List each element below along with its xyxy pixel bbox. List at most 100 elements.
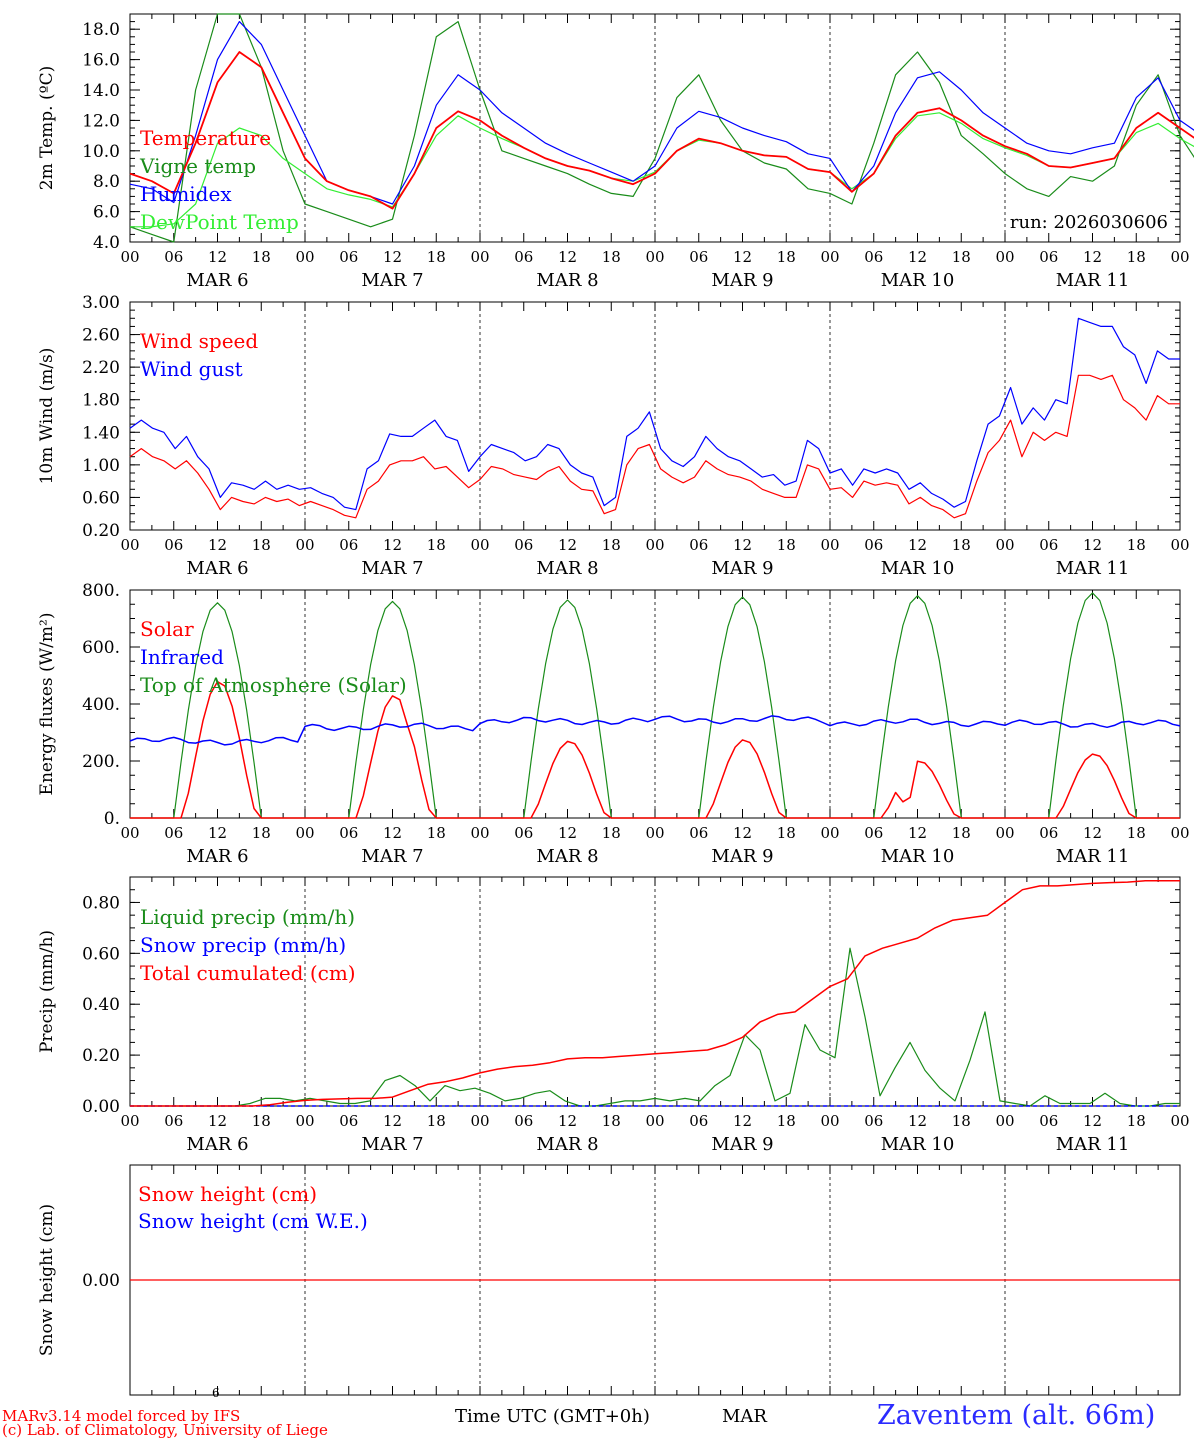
y-axis-label: Snow height (cm) [37, 1204, 57, 1356]
y-tick-label: 0.80 [82, 893, 120, 913]
y-axis-label: 2m Temp. (ºC) [37, 66, 57, 191]
x-tick-label: 06 [164, 536, 183, 554]
x-tick-label: 06 [864, 536, 883, 554]
footer-credit-1: MARv3.14 model forced by IFS [2, 1407, 241, 1425]
x-tick-label: 00 [645, 824, 664, 842]
x-tick-label: 00 [1170, 1112, 1189, 1130]
legend-total-cumulated-cm-: Total cumulated (cm) [140, 961, 356, 985]
x-tick-label: 12 [208, 248, 227, 266]
y-axis-label: 10m Wind (m/s) [37, 348, 57, 485]
x-tick-label: 06 [339, 1112, 358, 1130]
panel-temp: 4.0 6.0 8.0 10.0 12.0 14.0 16.0 18.0 2m Temp. (º… [37, 13, 1194, 291]
x-tick-label: 12 [208, 1112, 227, 1130]
x-day-label: MAR 9 [711, 1134, 773, 1155]
run-annotation: run: 2026030606 [1010, 212, 1168, 233]
x-tick-label: 18 [777, 824, 796, 842]
y-tick-label: 0.40 [82, 995, 120, 1015]
y-tick-label: 12.0 [82, 111, 120, 131]
x-tick-label: 00 [1170, 824, 1189, 842]
x-tick-label: 00 [295, 536, 314, 554]
y-tick-label: 0. [104, 809, 120, 829]
x-tick-label: 18 [252, 824, 271, 842]
x-tick-label: 12 [558, 1112, 577, 1130]
x-tick-label: 18 [1127, 536, 1146, 554]
x-tick-label: 00 [645, 248, 664, 266]
x-day-label: MAR 8 [536, 1134, 598, 1155]
x-day-label: MAR 9 [711, 846, 773, 867]
series-temperature [129, 51, 1194, 210]
x-tick-label: 06 [164, 1112, 183, 1130]
x-day-label: MAR 6 [186, 558, 248, 579]
footer-time-label: Time UTC (GMT+0h) [455, 1406, 650, 1427]
legend-infrared: Infrared [140, 645, 224, 669]
y-tick-label: 8.0 [93, 172, 120, 192]
x-tick-label: 12 [733, 1112, 752, 1130]
legend-temperature: Temperature [140, 126, 271, 150]
x-tick-label: 12 [383, 248, 402, 266]
legend-top-of-atmosphere-solar-: Top of Atmosphere (Solar) [140, 673, 407, 697]
x-tick-label: 18 [952, 536, 971, 554]
x-tick-label: 06 [339, 248, 358, 266]
x-tick-label: 00 [470, 1112, 489, 1130]
x-day-label: MAR 8 [536, 270, 598, 291]
x-tick-label: 06 [1039, 536, 1058, 554]
x-day-label: MAR 6 [186, 270, 248, 291]
y-tick-label: 400. [82, 695, 120, 715]
x-tick-label: 18 [952, 1112, 971, 1130]
x-tick-label: 00 [120, 1112, 139, 1130]
y-tick-label: 10.0 [82, 142, 120, 162]
x-tick-label: 18 [427, 1112, 446, 1130]
x-tick-label: 18 [952, 824, 971, 842]
x-day-label: MAR 11 [1056, 846, 1130, 867]
y-axis-label: Precip (mm/h) [37, 930, 57, 1053]
x-tick-label: 06 [339, 536, 358, 554]
y-tick-label: 6.0 [93, 203, 120, 223]
x-tick-label: 12 [908, 824, 927, 842]
y-axis-label: Energy fluxes (W/m²) [37, 613, 57, 796]
y-tick-label: 600. [82, 638, 120, 658]
x-tick-label: 00 [995, 824, 1014, 842]
series-humidex [129, 21, 1194, 205]
footer-stray-label: 6 [212, 1386, 220, 1400]
x-tick-label: 12 [908, 1112, 927, 1130]
x-tick-label: 00 [120, 824, 139, 842]
x-tick-label: 12 [383, 536, 402, 554]
x-tick-label: 00 [995, 248, 1014, 266]
y-tick-label: 1.00 [82, 456, 120, 476]
x-tick-label: 18 [1127, 1112, 1146, 1130]
y-tick-label: 1.80 [82, 391, 120, 411]
legend-dewpoint-temp: DewPoint Temp [140, 210, 299, 234]
series-wind-gust [129, 317, 1180, 511]
x-tick-label: 00 [995, 1112, 1014, 1130]
x-day-label: MAR 7 [361, 558, 423, 579]
x-day-label: MAR 6 [186, 1134, 248, 1155]
x-tick-label: 18 [602, 536, 621, 554]
y-tick-label: 200. [82, 752, 120, 772]
x-tick-label: 18 [252, 248, 271, 266]
x-tick-label: 12 [908, 248, 927, 266]
x-tick-label: 06 [864, 824, 883, 842]
x-day-label: MAR 7 [361, 270, 423, 291]
x-day-label: MAR 11 [1056, 558, 1130, 579]
x-tick-label: 18 [777, 536, 796, 554]
x-tick-label: 12 [733, 536, 752, 554]
x-tick-label: 12 [1083, 536, 1102, 554]
legend-solar: Solar [140, 617, 194, 641]
x-day-label: MAR 11 [1056, 1134, 1130, 1155]
x-day-label: MAR 9 [711, 270, 773, 291]
y-tick-label: 2.20 [82, 358, 120, 378]
x-tick-label: 12 [383, 1112, 402, 1130]
x-tick-label: 12 [1083, 824, 1102, 842]
x-tick-label: 00 [1170, 536, 1189, 554]
y-tick-label: 2.60 [82, 326, 120, 346]
legend-snow-precip-mm-h-: Snow precip (mm/h) [140, 933, 346, 957]
x-tick-label: 00 [120, 248, 139, 266]
x-tick-label: 00 [645, 1112, 664, 1130]
x-day-label: MAR 7 [361, 846, 423, 867]
series-solar [130, 680, 1180, 819]
y-tick-label: 0.00 [82, 1271, 120, 1291]
y-tick-label: 0.60 [82, 944, 120, 964]
x-day-label: MAR 10 [881, 270, 955, 291]
y-tick-label: 3.00 [82, 293, 120, 313]
